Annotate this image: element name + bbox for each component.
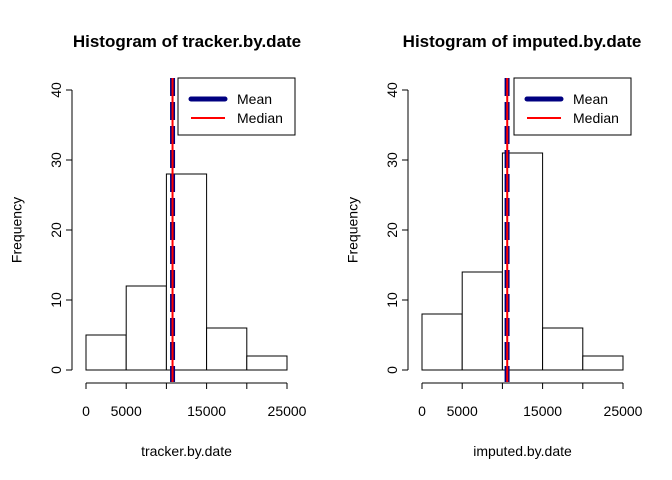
x-axis-label: imputed.by.date [473, 443, 572, 459]
x-tick-label: 25000 [604, 403, 643, 419]
histogram-bar [125, 285, 167, 371]
x-tick-label: 5000 [447, 403, 478, 419]
y-tick-label: 20 [384, 222, 400, 238]
x-tick-label: 0 [82, 403, 90, 419]
x-tick-label: 0 [418, 403, 426, 419]
legend: Mean Median [513, 77, 632, 136]
y-tick-label: 30 [384, 152, 400, 168]
histogram-bar [85, 334, 127, 371]
y-tick-label: 40 [384, 82, 400, 98]
y-tick-label: 30 [48, 152, 64, 168]
legend-box [513, 77, 632, 136]
y-tick-label: 10 [48, 292, 64, 308]
histogram-bar [461, 271, 503, 371]
histogram-bar [421, 313, 463, 371]
chart-title: Histogram of tracker.by.date [73, 32, 301, 51]
y-tick-label: 20 [48, 222, 64, 238]
y-axis-label: Frequency [9, 197, 25, 263]
legend-box [177, 77, 296, 136]
legend: Mean Median [177, 77, 296, 136]
y-axis-label: Frequency [345, 197, 361, 263]
legend-label-mean: Mean [573, 91, 608, 107]
legend-label-median: Median [573, 110, 619, 126]
chart-panel-1: Histogram of tracker.by.date 0 10 20 30 40 0 50… [9, 32, 307, 459]
legend-label-median: Median [237, 110, 283, 126]
chart-panel-2: Histogram of imputed.by.date 0 10 20 30 40 0 50… [345, 32, 643, 459]
y-tick-label: 0 [48, 366, 64, 374]
histogram-bar [246, 355, 288, 371]
y-tick-label: 40 [48, 82, 64, 98]
x-axis-label: tracker.by.date [141, 443, 232, 459]
x-tick-label: 5000 [111, 403, 142, 419]
histogram-bar [542, 327, 584, 371]
y-tick-label: 0 [384, 366, 400, 374]
y-tick-label: 10 [384, 292, 400, 308]
histogram-bar [206, 327, 248, 371]
x-tick-label: 15000 [523, 403, 562, 419]
x-tick-label: 15000 [187, 403, 226, 419]
legend-label-mean: Mean [237, 91, 272, 107]
x-tick-label: 25000 [268, 403, 307, 419]
histogram-bar [582, 355, 624, 371]
chart-title: Histogram of imputed.by.date [403, 32, 642, 51]
